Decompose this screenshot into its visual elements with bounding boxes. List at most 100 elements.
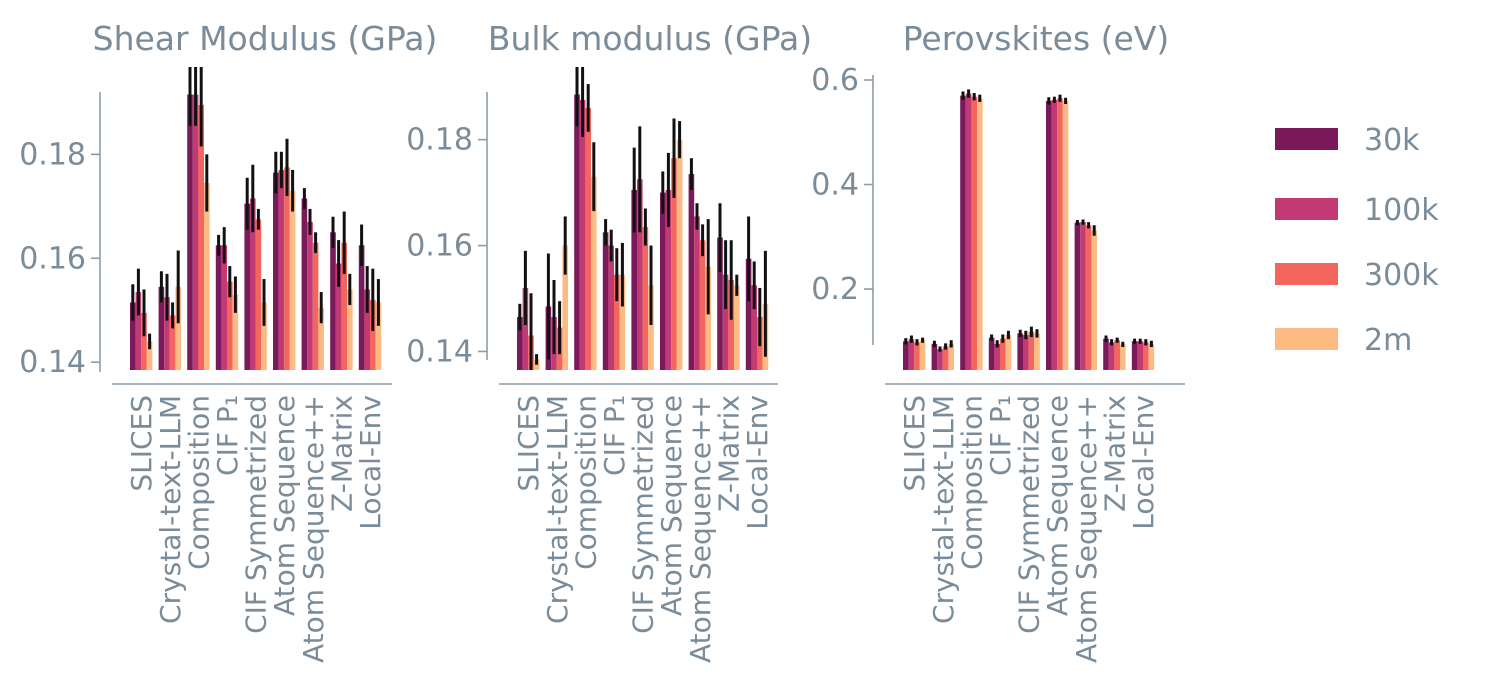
bar-cif-symmetrized-2m xyxy=(1034,333,1040,370)
x-tick-label: CIF Symmetrized xyxy=(627,395,660,634)
bar-cif-p-30k xyxy=(988,337,995,370)
y-tick-label: 0.14 xyxy=(19,345,86,380)
bar-atom-sequence-2m xyxy=(1091,230,1097,370)
bar-composition-30k xyxy=(187,94,193,370)
x-tick-label: Local-Env xyxy=(354,395,387,530)
x-tick-label: Atom Sequence xyxy=(655,395,688,616)
bar-cif-symmetrized-30k xyxy=(631,189,637,370)
bar-cif-symmetrized-300k xyxy=(1028,331,1035,370)
bar-z-matrix-300k xyxy=(341,242,347,370)
x-tick-label: Atom Sequence++ xyxy=(1070,395,1103,663)
bar-z-matrix-300k xyxy=(1114,340,1120,370)
bar-slices-30k xyxy=(130,302,136,370)
bar-crystal-text-llm-300k xyxy=(942,346,949,370)
bar-atom-sequence-300k xyxy=(312,242,319,370)
bar-cif-symmetrized-300k xyxy=(642,227,649,370)
bar-local-env-300k xyxy=(1143,342,1149,370)
bar-crystal-text-llm-100k xyxy=(937,349,943,370)
bar-local-env-30k xyxy=(745,258,752,370)
bar-atom-sequence-300k xyxy=(699,240,706,370)
bar-atom-sequence-100k xyxy=(1051,99,1058,370)
x-tick-label: Local-Env xyxy=(1127,395,1160,530)
legend: 30k 100k 300k 2m xyxy=(1275,123,1439,358)
x-tick-label: Composition xyxy=(569,395,602,570)
x-tick-label: Z-Matrix xyxy=(712,395,745,512)
bar-composition-2m xyxy=(204,182,210,370)
bar-cif-symmetrized-30k xyxy=(1017,333,1023,370)
bar-cif-symmetrized-100k xyxy=(1023,334,1029,370)
bar-cif-p-300k xyxy=(614,274,620,370)
bar-atom-sequence-300k xyxy=(1057,98,1063,370)
bar-slices-100k xyxy=(908,339,915,370)
bar-crystal-text-llm-30k xyxy=(931,343,938,370)
bar-crystal-text-llm-300k xyxy=(169,315,176,370)
shear-modulus-chart: Shear Modulus (GPa) 0.14 0.16 0.18 SLICESCr… xyxy=(19,19,437,663)
chart-title-shear-modulus: Shear Modulus (GPa) xyxy=(93,19,438,58)
y-tick-label: 0.16 xyxy=(406,229,473,264)
bar-atom-sequence-100k xyxy=(278,169,285,370)
bar-composition-300k xyxy=(198,104,204,370)
x-tick-label: Z-Matrix xyxy=(1098,395,1131,512)
bar-cif-symmetrized-2m xyxy=(261,302,267,370)
bar-z-matrix-100k xyxy=(1108,342,1115,370)
legend-label-300k: 300k xyxy=(1364,258,1439,293)
bar-atom-sequence-300k xyxy=(1085,225,1092,370)
bar-cif-p-30k xyxy=(215,245,222,370)
bar-z-matrix-30k xyxy=(1103,338,1109,370)
y-tick-label: 0.18 xyxy=(19,137,86,172)
x-tick-label: CIF Symmetrized xyxy=(240,395,273,634)
bar-slices-30k xyxy=(517,317,523,370)
chart-title-perovskites: Perovskites (eV) xyxy=(903,19,1170,58)
bar-cif-symmetrized-30k xyxy=(244,203,250,370)
perovskites-chart: Perovskites (eV) 0.2 0.4 0.6 SLICESCrystal-… xyxy=(811,19,1185,663)
bar-composition-100k xyxy=(579,99,586,370)
x-tick-label: Crystal-text-LLM xyxy=(154,395,187,624)
bar-composition-300k xyxy=(585,107,591,370)
x-tick-label: Atom Sequence++ xyxy=(684,395,717,663)
bar-cif-p-2m xyxy=(232,294,239,370)
bar-cif-p-100k xyxy=(994,343,1000,370)
y-tick-label: 0.14 xyxy=(406,334,473,369)
bar-crystal-text-llm-30k xyxy=(158,286,165,370)
bar-local-env-100k xyxy=(751,285,757,370)
bar-atom-sequence-100k xyxy=(307,221,313,370)
x-tick-label: Composition xyxy=(182,395,215,570)
bar-cif-symmetrized-300k xyxy=(255,219,262,370)
bar-atom-sequence-100k xyxy=(1080,222,1086,370)
bar-cif-p-2m xyxy=(1005,334,1012,370)
bar-local-env-300k xyxy=(370,299,376,370)
y-tick-label: 0.4 xyxy=(811,168,859,203)
bar-composition-30k xyxy=(960,95,966,371)
bar-cif-symmetrized-100k xyxy=(250,198,256,370)
legend-swatch-300k xyxy=(1275,263,1338,285)
x-tick-label: Composition xyxy=(955,395,988,570)
bar-cif-symmetrized-2m xyxy=(648,285,654,370)
bar-local-env-100k xyxy=(1137,341,1143,370)
bar-atom-sequence-2m xyxy=(1062,100,1069,370)
bar-composition-30k xyxy=(574,94,580,371)
x-tick-label: Atom Sequence xyxy=(268,395,301,616)
bar-cif-symmetrized-100k xyxy=(637,179,643,370)
bar-local-env-2m xyxy=(1148,343,1155,370)
bar-composition-2m xyxy=(977,98,983,370)
bar-atom-sequence-100k xyxy=(694,216,700,370)
bar-atom-sequence-2m xyxy=(289,190,296,370)
bulk-modulus-chart: Bulk modulus (GPa) 0.14 0.16 0.18 SLICESCry… xyxy=(406,19,812,663)
bar-slices-2m xyxy=(919,340,926,370)
bar-atom-sequence-30k xyxy=(301,198,308,370)
y-tick-label: 0.16 xyxy=(19,241,86,276)
bar-atom-sequence-2m xyxy=(676,139,683,370)
legend-label-2m: 2m xyxy=(1364,323,1412,358)
bar-atom-sequence-2m xyxy=(318,307,324,370)
bar-composition-2m xyxy=(591,176,597,370)
legend-label-100k: 100k xyxy=(1364,193,1439,228)
legend-swatch-30k xyxy=(1275,128,1338,150)
bar-z-matrix-100k xyxy=(335,263,342,370)
bar-slices-300k xyxy=(141,312,147,370)
y-tick-label: 0.6 xyxy=(811,63,859,98)
bar-cif-p-2m xyxy=(619,274,626,370)
y-tick-label: 0.18 xyxy=(406,123,473,158)
bar-z-matrix-30k xyxy=(717,237,723,370)
bar-atom-sequence-30k xyxy=(1046,100,1052,370)
